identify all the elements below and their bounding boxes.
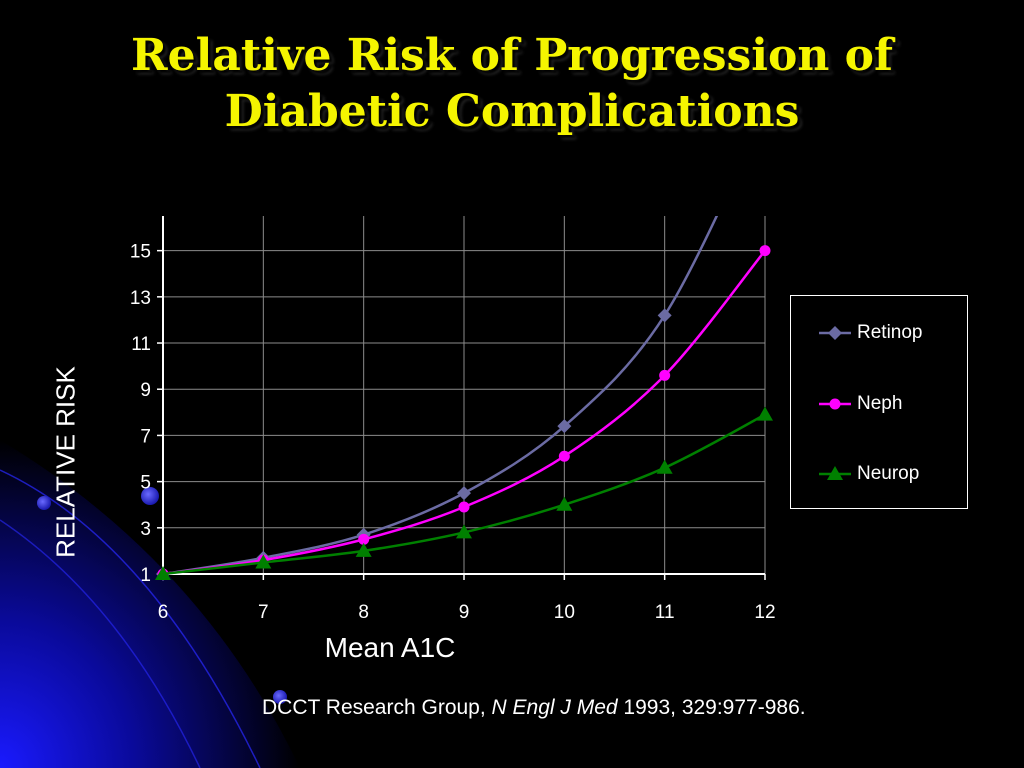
legend-label: Neph xyxy=(857,393,903,414)
title-line-1: Relative Risk of Progression of xyxy=(131,30,893,81)
citation-details: 1993, 329:977-986. xyxy=(617,696,806,719)
data-point-circle xyxy=(558,450,570,462)
chart-series xyxy=(155,216,773,581)
data-point-circle xyxy=(458,501,470,513)
x-tick-label: 8 xyxy=(358,602,369,623)
y-tick-label: 15 xyxy=(130,242,151,263)
y-tick-label: 11 xyxy=(131,334,151,355)
legend-label: Neurop xyxy=(857,463,920,484)
data-point-triangle xyxy=(757,406,773,421)
legend-item-retinop: Retinop xyxy=(819,321,923,345)
y-tick-label: 3 xyxy=(140,519,151,540)
x-tick-label: 9 xyxy=(459,602,470,623)
y-tick-label: 5 xyxy=(140,473,151,494)
data-point-circle xyxy=(759,245,771,257)
x-axis-label: Mean A1C xyxy=(324,632,456,663)
x-tick-label: 7 xyxy=(258,602,269,623)
series-neurop xyxy=(155,406,773,580)
slide-title: Relative Risk of Progression of Diabetic… xyxy=(0,28,1024,140)
x-tick-label: 6 xyxy=(158,602,169,623)
chart-legend: Retinop Neph Neurop xyxy=(790,295,968,509)
data-point-triangle xyxy=(155,566,171,580)
legend-item-neurop: Neurop xyxy=(819,462,919,486)
legend-swatch xyxy=(819,398,851,410)
y-tick-label: 9 xyxy=(140,380,151,401)
legend-swatch xyxy=(819,466,851,480)
data-point-diamond xyxy=(828,326,842,340)
data-point-diamond xyxy=(557,419,572,434)
title-line-2: Diabetic Complications xyxy=(224,86,800,137)
data-point-triangle xyxy=(827,466,843,480)
y-tick-label: 13 xyxy=(130,288,151,309)
x-tick-label: 12 xyxy=(754,602,775,623)
legend-item-neph: Neph xyxy=(819,392,902,416)
data-point-circle xyxy=(659,369,671,381)
y-tick-label: 1 xyxy=(140,565,151,586)
data-point-diamond xyxy=(457,486,471,501)
citation: DCCT Research Group, N Engl J Med 1993, … xyxy=(262,696,806,720)
citation-authors: DCCT Research Group, xyxy=(262,696,492,719)
citation-journal: N Engl J Med xyxy=(491,696,618,719)
data-point-circle xyxy=(358,533,370,545)
data-point-diamond xyxy=(657,308,672,323)
legend-label: Retinop xyxy=(857,322,923,343)
y-tick-label: 7 xyxy=(140,426,151,447)
data-point-triangle xyxy=(556,496,573,511)
x-tick-label: 10 xyxy=(554,602,575,623)
data-point-triangle xyxy=(355,542,372,557)
data-point-triangle xyxy=(456,524,472,539)
x-tick-label: 11 xyxy=(655,602,675,623)
data-point-triangle xyxy=(656,459,673,474)
data-point-triangle xyxy=(255,554,272,569)
y-axis-label: RELATIVE RISK xyxy=(50,366,81,558)
chart-grid xyxy=(163,216,766,574)
data-point-circle xyxy=(829,398,841,410)
legend-swatch xyxy=(819,326,851,340)
